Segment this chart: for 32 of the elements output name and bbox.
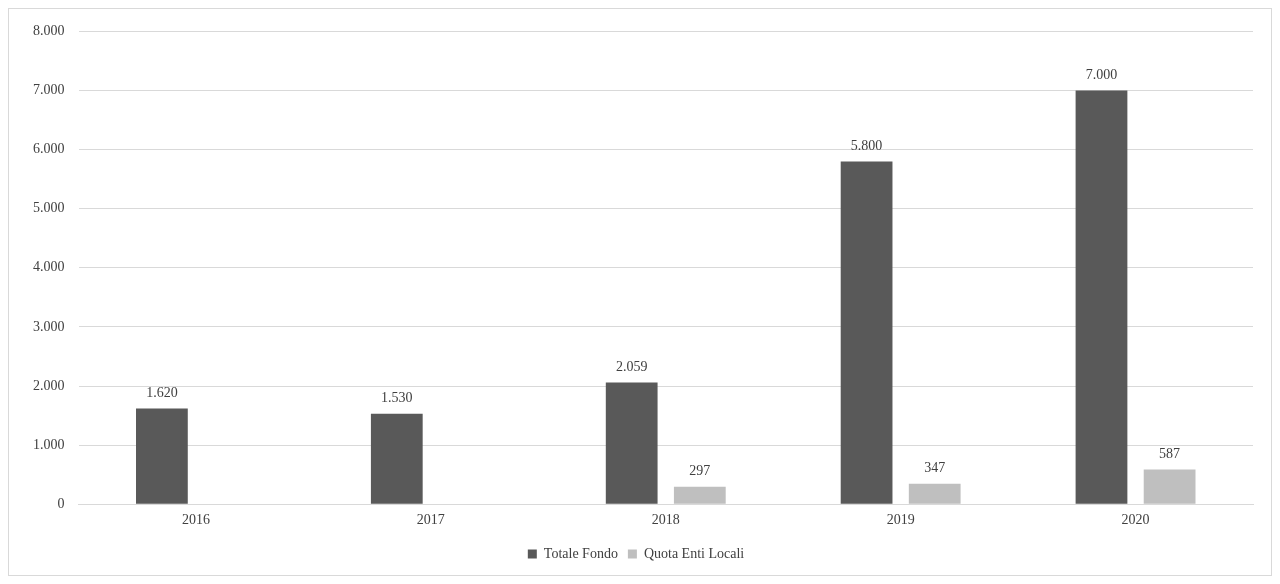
y-tick-label: 2.000 <box>33 377 65 393</box>
y-tick-label: 6.000 <box>33 141 65 157</box>
y-tick-label: 4.000 <box>33 259 65 275</box>
bar <box>605 382 658 504</box>
x-tick-label: 2019 <box>886 512 915 528</box>
data-label: 347 <box>924 460 946 476</box>
x-tick-label: 2018 <box>651 512 680 528</box>
y-tick-label: 8.000 <box>33 23 65 39</box>
data-label: 297 <box>689 463 711 479</box>
bar <box>840 161 893 504</box>
data-label: 5.800 <box>850 138 883 154</box>
bar <box>1143 469 1196 504</box>
y-tick-label: 3.000 <box>33 318 65 334</box>
data-label: 2.059 <box>615 359 648 375</box>
bar <box>908 483 961 504</box>
legend-label: Totale Fondo <box>543 545 618 561</box>
legend-label: Quota Enti Locali <box>643 545 745 561</box>
data-label: 1.530 <box>381 390 413 406</box>
data-label: 7.000 <box>1085 67 1118 83</box>
x-tick-label: 2020 <box>1121 512 1150 528</box>
y-tick-label: 7.000 <box>33 82 65 98</box>
y-tick-label: 1.000 <box>33 436 65 452</box>
bar <box>1075 90 1128 504</box>
y-tick-label: 0 <box>57 495 65 511</box>
x-tick-label: 2017 <box>416 512 445 528</box>
data-label: 1.620 <box>146 385 178 401</box>
data-label: 587 <box>1159 446 1181 462</box>
bar <box>370 413 423 504</box>
bar <box>136 408 188 504</box>
bar <box>673 486 726 504</box>
y-tick-label: 5.000 <box>33 200 65 216</box>
x-tick-label: 2016 <box>181 512 210 528</box>
